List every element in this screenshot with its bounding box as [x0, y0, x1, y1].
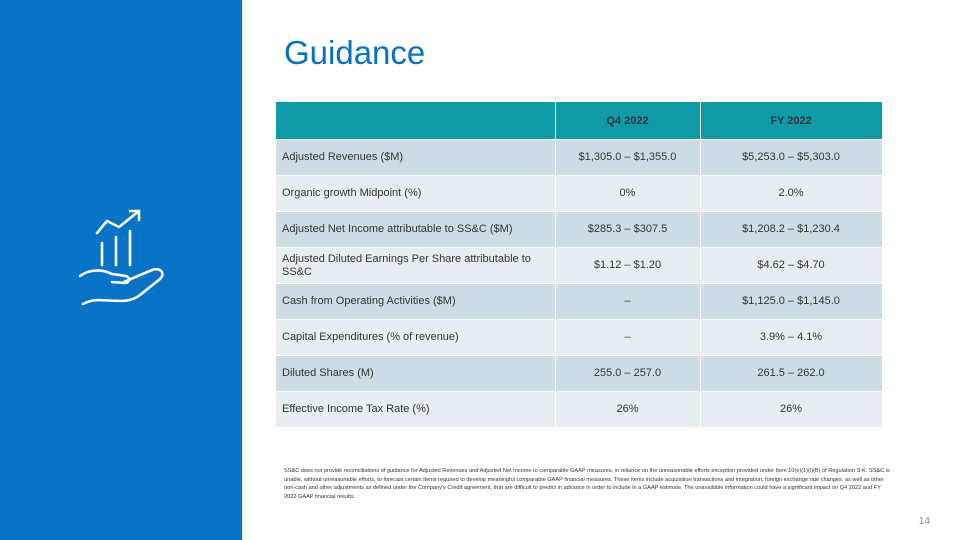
page-number: 14 — [918, 516, 930, 527]
row-label: Effective Income Tax Rate (%) — [276, 391, 556, 427]
table-header-row: Q4 2022 FY 2022 — [276, 102, 883, 140]
footnote-disclaimer: SS&C does not provide reconciliations of… — [284, 468, 890, 500]
row-label: Adjusted Revenues ($M) — [276, 139, 556, 176]
table-row: Adjusted Net Income attributable to SS&C… — [276, 211, 883, 248]
fy-value: 26% — [700, 391, 883, 427]
guidance-table: Q4 2022 FY 2022 Adjusted Revenues ($M) $… — [276, 102, 883, 427]
q4-value: $1,305.0 – $1,355.0 — [555, 139, 701, 176]
fy-value: 3.9% – 4.1% — [700, 319, 883, 356]
q4-value: 255.0 – 257.0 — [555, 355, 701, 392]
table-row: Organic growth Midpoint (%) 0% 2.0% — [276, 175, 883, 212]
header-cell-label — [276, 102, 556, 140]
fy-value: $1,208.2 – $1,230.4 — [700, 211, 883, 248]
fy-value: 2.0% — [700, 175, 883, 212]
sidebar-panel — [0, 0, 242, 540]
fy-value: $5,253.0 – $5,303.0 — [700, 139, 883, 176]
row-label: Cash from Operating Activities ($M) — [276, 283, 556, 320]
fy-value: $1,125.0 – $1,145.0 — [700, 283, 883, 320]
table-row: Capital Expenditures (% of revenue) – 3.… — [276, 319, 883, 356]
row-label: Adjusted Diluted Earnings Per Share attr… — [276, 247, 556, 284]
q4-value: 0% — [555, 175, 701, 212]
table-row: Effective Income Tax Rate (%) 26% 26% — [276, 391, 883, 427]
q4-value: 26% — [555, 391, 701, 427]
table-row: Diluted Shares (M) 255.0 – 257.0 261.5 –… — [276, 355, 883, 392]
row-label: Adjusted Net Income attributable to SS&C… — [276, 211, 556, 248]
table-row: Adjusted Diluted Earnings Per Share attr… — [276, 247, 883, 284]
q4-value: – — [555, 319, 701, 356]
fy-value: 261.5 – 262.0 — [700, 355, 883, 392]
q4-value: $285.3 – $307.5 — [555, 211, 701, 248]
header-cell-q4-2022: Q4 2022 — [555, 102, 701, 140]
table-row: Cash from Operating Activities ($M) – $1… — [276, 283, 883, 320]
fy-value: $4.62 – $4.70 — [700, 247, 883, 284]
slide-title: Guidance — [284, 34, 426, 71]
row-label: Diluted Shares (M) — [276, 355, 556, 392]
hand-growth-chart-icon — [78, 209, 164, 306]
row-label: Organic growth Midpoint (%) — [276, 175, 556, 212]
header-cell-fy-2022: FY 2022 — [700, 102, 883, 140]
q4-value: – — [555, 283, 701, 320]
q4-value: $1.12 – $1.20 — [555, 247, 701, 284]
table-row: Adjusted Revenues ($M) $1,305.0 – $1,355… — [276, 139, 883, 176]
row-label: Capital Expenditures (% of revenue) — [276, 319, 556, 356]
